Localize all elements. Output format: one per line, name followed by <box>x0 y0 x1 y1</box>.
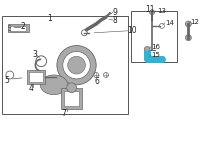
Ellipse shape <box>40 75 68 95</box>
Bar <box>131 11 177 62</box>
Polygon shape <box>8 24 29 32</box>
Bar <box>61 88 82 109</box>
Text: 11: 11 <box>145 5 155 14</box>
Bar <box>29 72 43 82</box>
Bar <box>2 16 128 114</box>
Text: 6: 6 <box>94 77 99 86</box>
Text: 14: 14 <box>165 20 174 26</box>
Text: 7: 7 <box>61 109 66 118</box>
Text: 16: 16 <box>151 44 160 50</box>
Bar <box>64 91 79 106</box>
Circle shape <box>185 35 191 41</box>
Text: 12: 12 <box>190 19 199 25</box>
Circle shape <box>67 83 77 93</box>
Bar <box>27 70 45 84</box>
Text: 15: 15 <box>151 52 160 58</box>
Text: 10: 10 <box>128 26 137 35</box>
Text: 5: 5 <box>4 76 9 85</box>
Text: 8: 8 <box>113 16 118 25</box>
Circle shape <box>57 46 96 85</box>
Bar <box>8 30 11 31</box>
Text: 1: 1 <box>47 14 52 22</box>
Text: 13: 13 <box>157 8 166 14</box>
Text: 2: 2 <box>21 22 25 31</box>
Text: 4: 4 <box>28 84 33 93</box>
Circle shape <box>185 21 191 27</box>
Circle shape <box>63 51 90 79</box>
Polygon shape <box>10 26 26 31</box>
Circle shape <box>150 10 155 15</box>
Bar <box>8 27 11 28</box>
Circle shape <box>144 46 150 52</box>
Bar <box>8 25 11 26</box>
Circle shape <box>68 56 85 74</box>
Text: 3: 3 <box>32 50 37 59</box>
Text: 9: 9 <box>113 8 118 17</box>
